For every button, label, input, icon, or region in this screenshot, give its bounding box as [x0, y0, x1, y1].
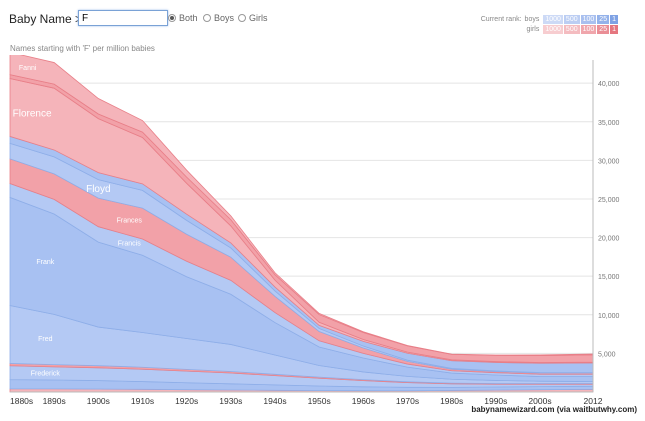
girls-rank-1-button[interactable]: 1: [610, 24, 618, 34]
x-tick-label: 1910s: [131, 396, 154, 406]
rank-girls-label: girls: [526, 25, 540, 33]
series-label: Fred: [38, 336, 53, 343]
series-label: Fanni: [19, 65, 37, 72]
radio-girls-dot[interactable]: [238, 14, 246, 22]
page-title: Baby Name >: [9, 12, 83, 26]
y-tick-label: 15,000: [598, 274, 620, 281]
boys-rank-100-button[interactable]: 100: [580, 14, 597, 24]
name-search-input[interactable]: [78, 10, 168, 26]
radio-girls-label: Girls: [249, 13, 268, 23]
girls-rank-1000-button[interactable]: 1000: [543, 24, 563, 34]
rank-row-girls: girls 1000 500 100 25 1: [481, 24, 618, 34]
chart-areas: [9, 55, 594, 393]
radio-both-dot[interactable]: [168, 14, 176, 22]
y-tick-label: 5,000: [598, 351, 616, 358]
boys-rank-25-button[interactable]: 25: [597, 14, 610, 24]
x-tick-label: 1940s: [263, 396, 286, 406]
series-label: Francis: [118, 241, 141, 248]
series-label: Florence: [13, 109, 52, 120]
x-tick-label: 1880s: [10, 396, 33, 406]
radio-boys-label: Boys: [214, 13, 235, 23]
x-tick-label: 1900s: [87, 396, 110, 406]
radio-boys-dot[interactable]: [203, 14, 211, 22]
series-label: Frederick: [31, 371, 61, 378]
girls-rank-100-button[interactable]: 100: [580, 24, 597, 34]
top-bar: Baby Name > Both Boys Girls Current rank…: [0, 0, 645, 40]
y-tick-label: 10,000: [598, 313, 620, 320]
name-popularity-chart: Florence Floyd Frances Francis Frank Fred Fred…: [9, 55, 620, 406]
girls-rank-500-button[interactable]: 500: [563, 24, 580, 34]
chart-subtitle: Names starting with 'F' per million babi…: [10, 44, 155, 53]
x-tick-label: 1930s: [219, 396, 242, 406]
series-label: Floyd: [86, 184, 110, 195]
girls-rank-25-button[interactable]: 25: [597, 24, 610, 34]
series-label: Frank: [36, 259, 54, 266]
x-tick-label: 1960s: [352, 396, 375, 406]
x-tick-label: 1950s: [308, 396, 331, 406]
x-tick-label: 1920s: [175, 396, 198, 406]
boys-rank-1000-button[interactable]: 1000: [543, 14, 563, 24]
y-axis: 5,000 10,000 15,000 20,000 25,000 30,000 35,00…: [592, 60, 620, 392]
x-tick-label: 1970s: [396, 396, 419, 406]
x-tick-label: 1890s: [43, 396, 66, 406]
current-rank-panel: Current rank: boys 1000 500 100 25 1 gir…: [481, 14, 618, 34]
y-tick-label: 25,000: [598, 197, 620, 204]
y-tick-label: 35,000: [598, 120, 620, 127]
current-rank-label: Current rank:: [480, 15, 522, 23]
chart-series-labels: Florence Floyd Frances Francis Frank Fred Fred…: [13, 65, 143, 378]
x-tick-label: 2000s: [528, 396, 551, 406]
y-tick-label: 20,000: [598, 236, 620, 243]
source-credit: babynamewizard.com (via waitbutwhy.com): [471, 405, 637, 414]
y-tick-label: 40,000: [598, 81, 620, 88]
rank-row-boys: Current rank: boys 1000 500 100 25 1: [481, 14, 618, 24]
radio-both[interactable]: Both: [168, 13, 198, 23]
x-tick-label: 1990s: [484, 396, 507, 406]
x-axis: 1880s 1890s 1900s 1910s 1920s 1930s 1940s 1950s…: [10, 391, 603, 406]
boys-rank-500-button[interactable]: 500: [563, 14, 580, 24]
series-label: Frances: [117, 218, 143, 225]
x-tick-label: 1980s: [440, 396, 463, 406]
radio-girls[interactable]: Girls: [238, 13, 268, 23]
x-tick-label: 2012: [584, 396, 603, 406]
boys-rank-1-button[interactable]: 1: [610, 14, 618, 24]
radio-both-label: Both: [179, 13, 198, 23]
radio-boys[interactable]: Boys: [203, 13, 234, 23]
y-tick-label: 30,000: [598, 158, 620, 165]
rank-boys-label: boys: [524, 15, 540, 23]
